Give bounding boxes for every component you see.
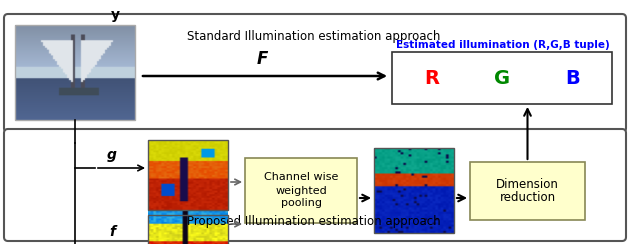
Text: weighted: weighted — [275, 185, 327, 195]
Text: G: G — [494, 69, 510, 88]
FancyBboxPatch shape — [392, 52, 612, 104]
Text: y: y — [110, 8, 120, 22]
FancyBboxPatch shape — [4, 14, 626, 132]
Text: R: R — [424, 69, 439, 88]
Bar — [15, 25, 135, 120]
Text: f: f — [109, 225, 115, 239]
Bar — [148, 215, 228, 244]
Text: g: g — [107, 148, 117, 162]
Text: Dimension: Dimension — [496, 178, 559, 191]
Text: B: B — [565, 69, 580, 88]
FancyBboxPatch shape — [245, 158, 357, 223]
Text: reduction: reduction — [500, 192, 556, 204]
FancyBboxPatch shape — [4, 129, 626, 241]
Bar — [374, 148, 454, 233]
Text: Estimated illumination (R,G,B tuple): Estimated illumination (R,G,B tuple) — [396, 40, 610, 50]
Text: Standard Illumination estimation approach: Standard Illumination estimation approac… — [187, 30, 441, 43]
FancyBboxPatch shape — [470, 162, 585, 220]
Text: Proposed Illumination estimation approach: Proposed Illumination estimation approac… — [187, 215, 441, 228]
Text: F: F — [256, 50, 268, 68]
Text: pooling: pooling — [280, 199, 321, 209]
Text: Channel wise: Channel wise — [264, 173, 338, 183]
Bar — [148, 140, 228, 210]
